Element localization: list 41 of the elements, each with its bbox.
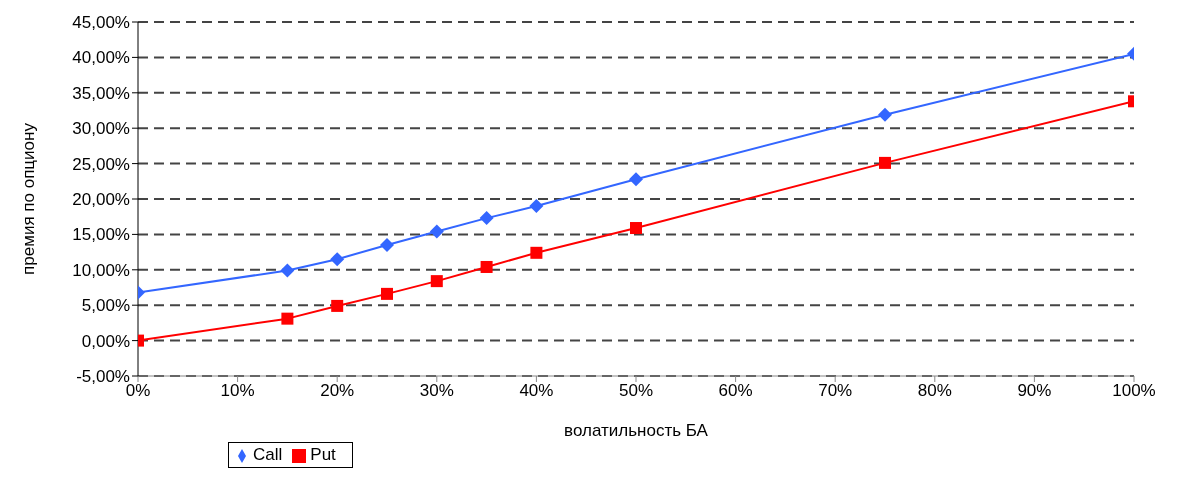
y-tick-label: 10,00% <box>72 260 130 280</box>
y-tick-label: 40,00% <box>72 48 130 68</box>
point <box>330 252 345 267</box>
y-tick-label: 20,00% <box>72 190 130 210</box>
point <box>630 222 642 235</box>
point <box>480 260 493 273</box>
point <box>281 312 294 325</box>
x-tick-label: 60% <box>718 381 753 401</box>
x-axis-title: волатильность БА <box>564 421 709 440</box>
x-tick-label: 100% <box>1112 381 1156 401</box>
y-tick-label: 30,00% <box>72 119 130 139</box>
point <box>629 172 643 187</box>
x-tick-label: 50% <box>618 381 654 401</box>
point <box>380 238 394 253</box>
y-tick-label: 15,00% <box>72 225 130 245</box>
x-tick-label: 10% <box>220 381 255 401</box>
legend-label: Call <box>253 445 283 464</box>
x-tick-label: 20% <box>320 381 355 401</box>
x-tick-label: 0% <box>125 381 151 401</box>
y-tick-label: 25,00% <box>72 154 130 174</box>
y-tick-label: 0,00% <box>81 331 130 351</box>
x-tick-label: 80% <box>917 381 952 401</box>
y-tick-label: 5,00% <box>81 296 130 316</box>
x-tick-label: 70% <box>818 381 853 401</box>
x-tick-label: 30% <box>419 381 454 401</box>
legend-label: Put <box>310 445 336 464</box>
point <box>429 224 444 239</box>
point <box>280 263 295 278</box>
y-tick-label: 45,00% <box>72 13 130 33</box>
point <box>530 246 543 259</box>
x-tick-label: 40% <box>519 381 554 401</box>
point <box>878 107 892 122</box>
point <box>331 299 344 312</box>
point <box>879 156 891 169</box>
y-tick-label: 35,00% <box>72 83 130 103</box>
point <box>479 211 494 226</box>
y-axis-title: премия по опциону <box>19 122 39 275</box>
point <box>529 199 544 214</box>
point <box>430 275 443 288</box>
point <box>381 287 393 300</box>
x-tick-label: 90% <box>1017 381 1052 401</box>
